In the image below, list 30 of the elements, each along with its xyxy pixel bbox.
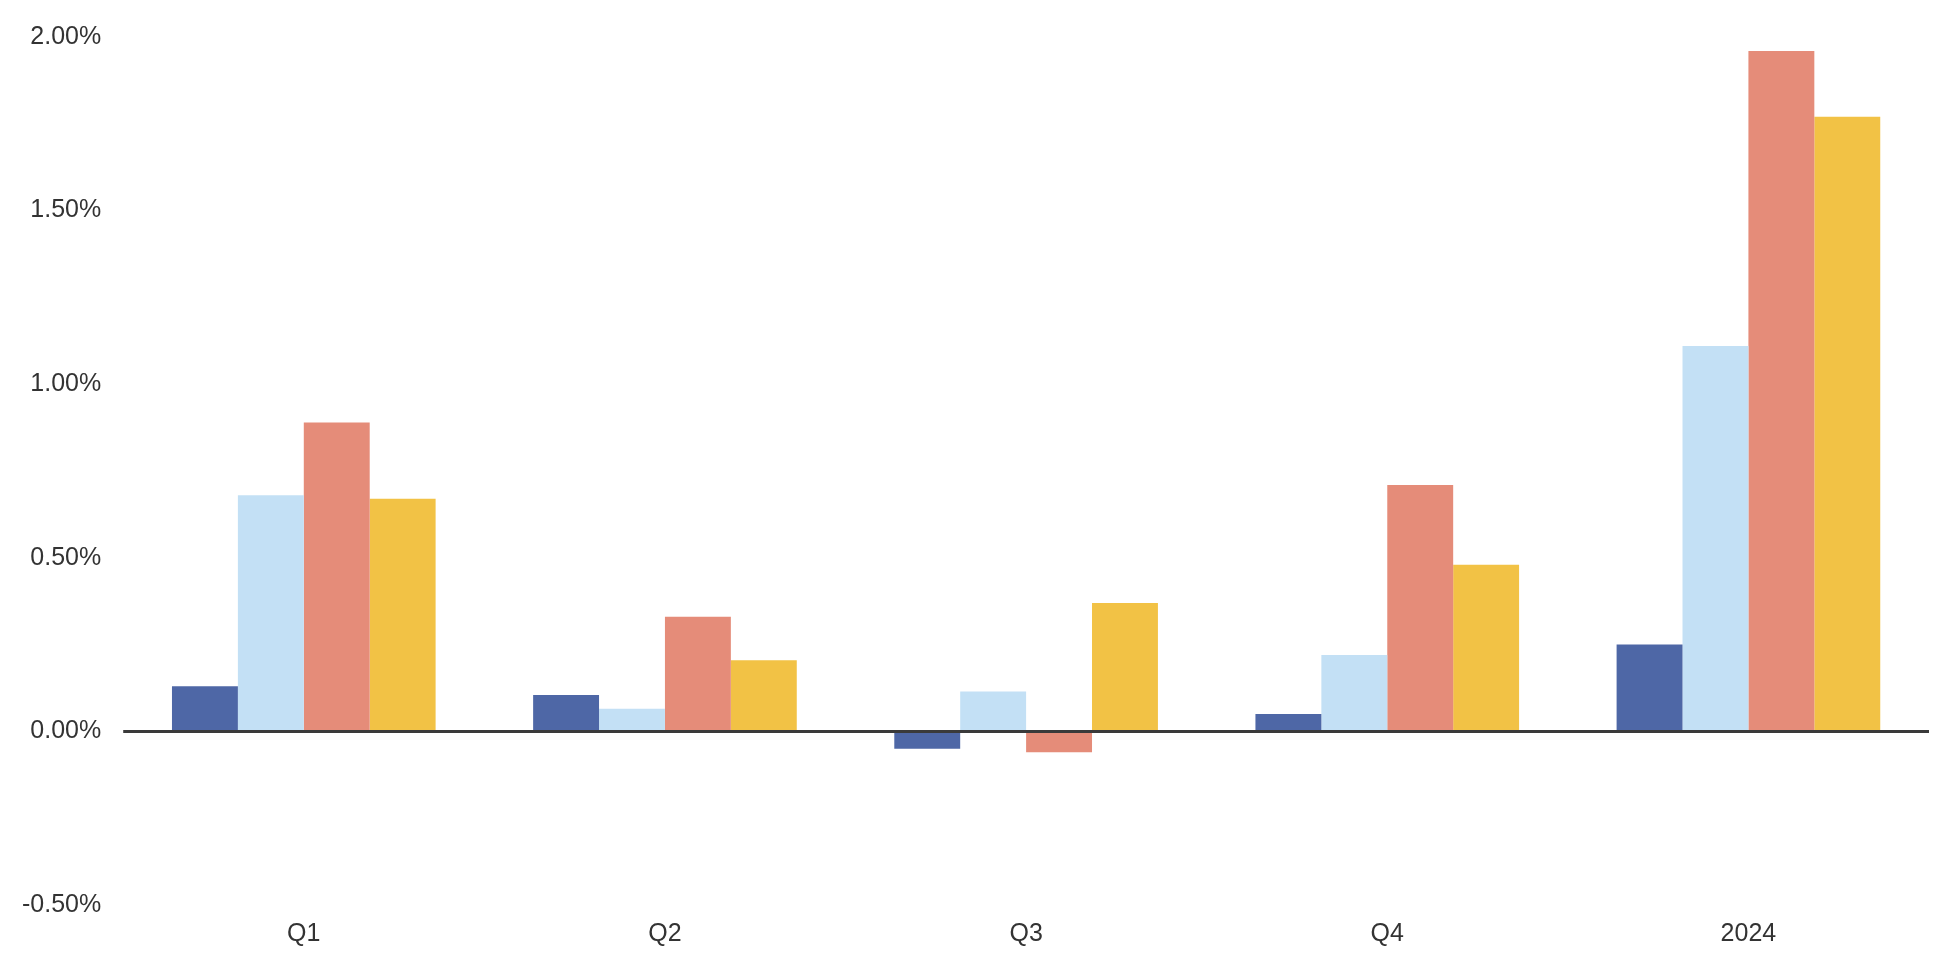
bar — [1682, 346, 1749, 732]
bar — [1387, 484, 1454, 732]
bar — [730, 660, 797, 732]
y-tick-label: 0.50% — [30, 541, 102, 570]
bar — [303, 422, 370, 732]
bar — [1255, 714, 1322, 732]
y-tick-label: 2.00% — [30, 20, 102, 49]
y-tick-label: 1.00% — [30, 368, 102, 397]
bar — [369, 498, 436, 732]
y-tick-label: -0.50% — [21, 888, 102, 917]
bar — [1092, 602, 1158, 732]
bar — [664, 616, 731, 732]
x-tick-label: Q4 — [1370, 917, 1405, 946]
bar — [1748, 50, 1815, 732]
y-tick-label: 1.50% — [30, 194, 102, 223]
x-tick-label: Q3 — [1009, 917, 1043, 946]
x-tick-label: Q2 — [648, 917, 682, 946]
bar — [1321, 655, 1388, 732]
bar — [1814, 116, 1881, 732]
bar — [599, 708, 665, 732]
x-tick-label: 2024 — [1720, 917, 1777, 946]
bar — [237, 495, 304, 732]
bar — [960, 691, 1027, 732]
bar — [171, 686, 238, 732]
x-tick-label: Q1 — [287, 917, 321, 946]
bar — [1026, 731, 1093, 753]
bar — [1453, 564, 1520, 732]
bar — [533, 694, 600, 732]
y-tick-label: 0.00% — [30, 715, 102, 744]
bar — [1616, 644, 1683, 732]
